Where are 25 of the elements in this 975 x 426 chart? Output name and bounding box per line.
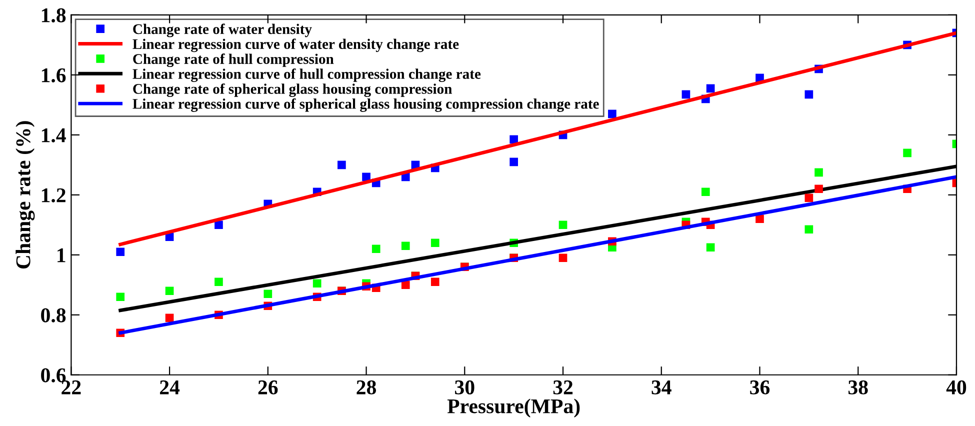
x-tick-label: 34 — [652, 380, 672, 394]
y-tick-label: 1.8 — [42, 8, 66, 22]
x-tick-label: 24 — [160, 380, 180, 394]
legend-label: Change rate of spherical glass housing compression — [133, 83, 452, 97]
x-tick-label: 26 — [258, 380, 278, 394]
y-tick-label: 1.4 — [42, 128, 66, 142]
y-tick-label: 1 — [58, 248, 66, 262]
legend-label: Change rate of water density — [133, 24, 312, 38]
legend-label: Change rate of hull compression — [133, 54, 334, 68]
y-tick-label: 1.6 — [42, 68, 66, 82]
y-tick-label: 0.6 — [41, 368, 66, 382]
y-axis-title: Change rate (%) — [16, 121, 35, 269]
x-tick-label: 22 — [62, 380, 81, 394]
x-tick-label: 30 — [455, 380, 474, 394]
x-tick-label: 28 — [356, 380, 376, 394]
x-tick-label: 40 — [946, 380, 966, 394]
x-tick-label: 32 — [553, 380, 573, 394]
legend-label: Linear regression curve of spherical glass housing compression change rate — [132, 98, 599, 112]
y-tick-label: 1.2 — [42, 188, 66, 202]
legend-label: Linear regression curve of hull compression change rate — [132, 68, 481, 82]
x-axis-title: Pressure(MPa) — [447, 398, 580, 418]
legend-label: Linear regression curve of water density change rate — [132, 38, 459, 52]
x-tick-label: 36 — [750, 380, 770, 394]
y-tick-label: 0.8 — [41, 308, 66, 322]
x-tick-label: 38 — [848, 380, 868, 394]
